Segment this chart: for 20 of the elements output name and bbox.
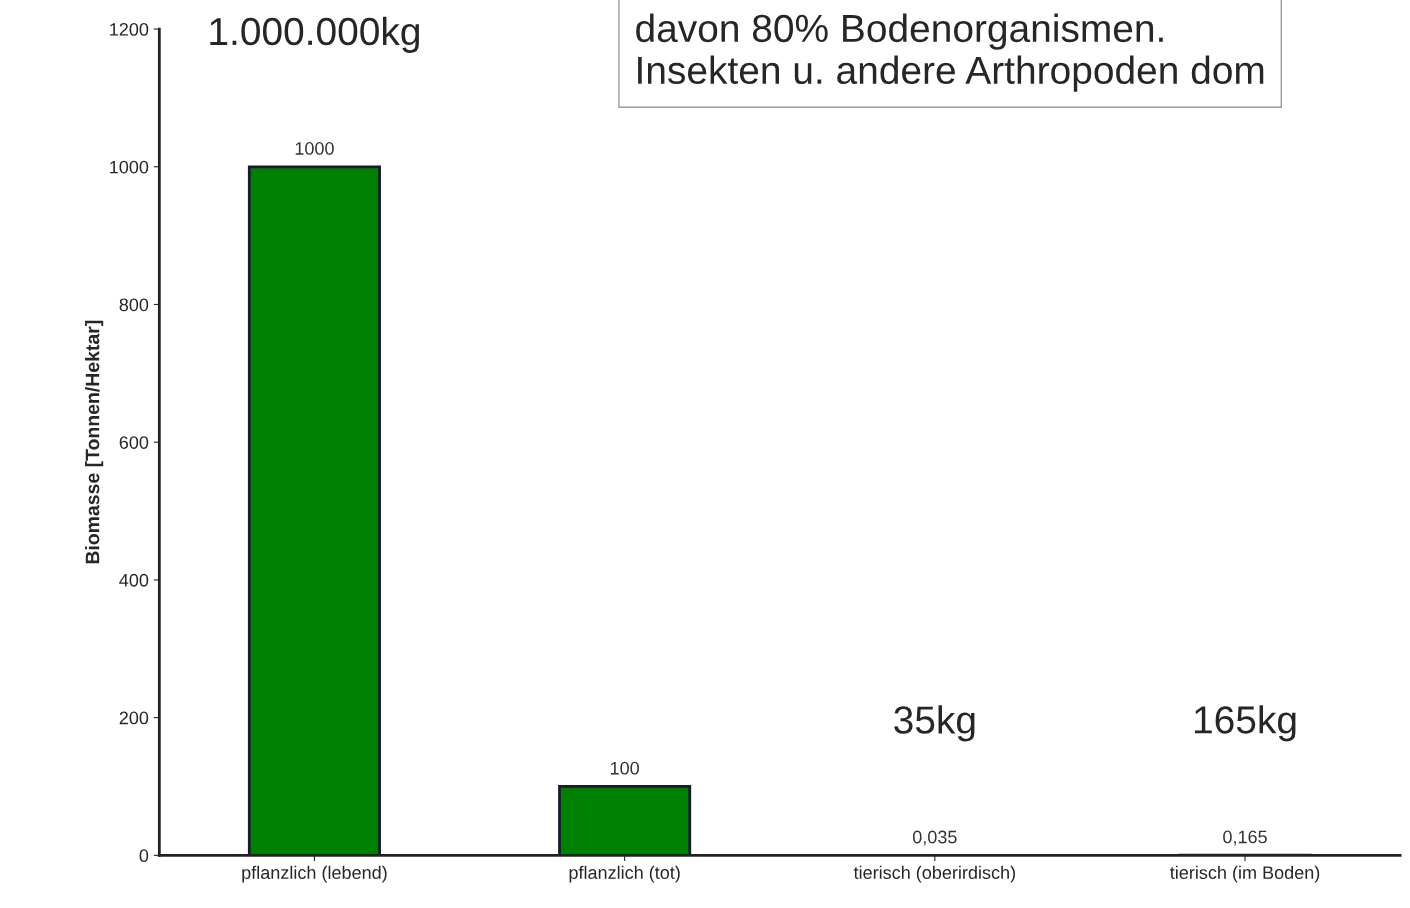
x-tick-label: pflanzlich (tot) [569, 865, 680, 883]
data-label: 0,035 [912, 830, 957, 846]
annotation: 35kg [894, 705, 975, 742]
data-label: 1000 [295, 142, 334, 155]
annotation: davon 80% Bodenorganismen. Insekten u. andere Arthropoden dom [636, 13, 1264, 92]
x-tick-label: tierisch (oberirdisch) [853, 865, 1015, 883]
y-tick-label: 200 [119, 711, 149, 725]
y-tick-label: 600 [119, 436, 149, 449]
x-tick-label: pflanzlich (lebend) [242, 865, 387, 883]
data-label: 0,165 [1223, 830, 1267, 846]
annotation: 165kg [1195, 705, 1296, 742]
x-tick-label: tierisch (im Boden) [1170, 865, 1320, 883]
y-axis-title: Biomasse [Tonnen/Hektar] [85, 320, 104, 564]
y-tick-label: 1000 [110, 160, 149, 174]
annotation: 1.000.000kg [210, 16, 419, 53]
data-label: 100 [610, 761, 639, 775]
y-tick-label: 800 [119, 298, 149, 312]
y-tick-label: 400 [119, 573, 149, 587]
y-tick-label: 0 [139, 849, 149, 863]
y-tick-label: 1200 [110, 22, 149, 36]
